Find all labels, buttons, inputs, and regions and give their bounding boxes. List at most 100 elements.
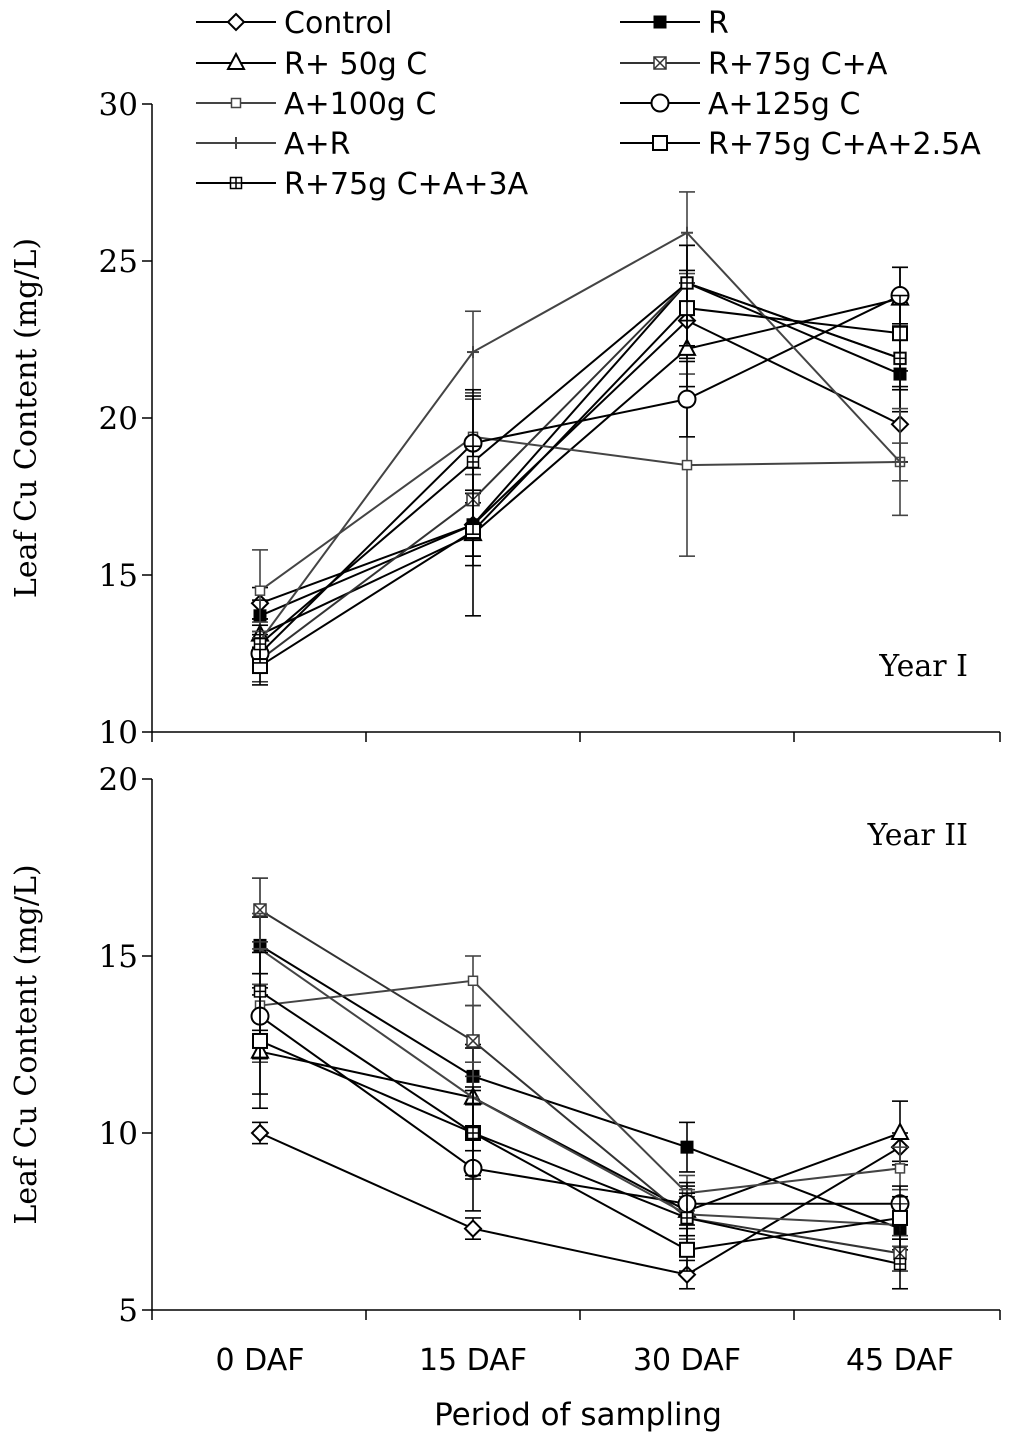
legend-item: R+75g C+A [620,47,888,82]
data-point [677,389,697,409]
series-line [259,1050,901,1212]
legend-item: R+ 50g C [196,47,427,82]
series-control [250,1121,910,1290]
y-axis-label: Leaf Cu Content (mg/L) [9,864,44,1224]
series-r-50g-c [250,994,910,1237]
series-line [259,435,901,592]
y-tick-label: 20 [99,762,138,798]
legend-label: R [708,6,729,41]
data-point [894,1163,906,1174]
legend-marker [652,135,668,151]
legend-item: R [620,6,729,41]
series-line [259,990,901,1265]
data-point [680,1211,694,1225]
series-line [259,909,901,1255]
panel-annotation: Year II [867,818,968,853]
legend-item: R+75g C+A+3A [196,167,529,202]
legend-item: A+R [196,127,351,162]
series-line [259,294,901,655]
legend: Control R R+ 50g C R+75g C+A A+100g C A+125g … [196,6,981,202]
legend-marker [230,137,242,149]
x-tick-label: 30 DAF [633,1343,741,1378]
legend-marker [226,12,246,32]
data-point [467,346,479,359]
data-point [680,276,694,290]
series-line [259,944,901,1230]
series-a-125g-c [250,266,910,674]
x-tick-label: 0 DAF [216,1343,305,1378]
panel-annotation: Year I [878,649,968,684]
data-point [893,1257,907,1271]
legend-item: Control [196,6,392,41]
x-tick-label: 45 DAF [846,1343,954,1378]
series-line [259,281,901,661]
series-line [259,1015,900,1205]
data-point [254,585,266,596]
series-r [252,244,908,633]
legend-item: A+125g C [620,87,860,122]
legend-label: Control [284,6,392,41]
series-line [259,297,901,636]
series-line [259,979,901,1195]
series-a-r [252,191,908,661]
data-point [252,1032,268,1049]
y-tick-label: 20 [99,401,138,437]
series-r-75g-c-a-3a [252,244,908,664]
series-line [259,281,901,617]
series-line [259,1040,901,1251]
x-axis-label: Period of sampling [434,1397,722,1433]
data-point [466,1126,480,1140]
data-point [677,337,697,356]
data-point [250,1123,270,1143]
data-point [894,455,906,468]
series-r-75g-c-a-3a [252,951,908,1290]
data-point [890,1121,910,1140]
legend-item: R+75g C+A+2.5A [620,127,981,162]
data-point [892,1209,908,1226]
legend-label: A+R [284,127,351,162]
series-line [259,948,901,1227]
data-point [466,1034,480,1048]
y-tick-label: 10 [99,1116,138,1152]
legend-marker [226,51,246,70]
series-r-75g-c-a-2-5a [252,269,908,686]
data-point [681,459,693,471]
legend-label: R+75g C+A+2.5A [708,127,981,162]
data-point [681,226,693,239]
panel-1: 10 15 20 25 30 Leaf Cu Content (mg/L) Year I [9,87,1001,751]
y-tick-label: 15 [99,939,138,975]
y-tick-label: 10 [99,715,138,751]
data-point [466,455,480,469]
legend-marker [653,56,667,70]
legend-label: A+100g C [284,87,436,122]
legend-item: A+100g C [196,87,436,122]
data-point [253,637,267,651]
legend-label: R+ 50g C [284,47,427,82]
legend-label: R+75g C+A+3A [284,167,529,202]
series-line [259,319,901,605]
legend-marker [650,93,670,113]
legend-marker [653,15,667,29]
data-point [467,975,479,987]
y-tick-label: 30 [99,87,138,123]
y-axis-label: Leaf Cu Content (mg/L) [9,238,44,598]
y-tick-label: 25 [99,244,138,280]
data-point [893,352,907,365]
legend-marker [229,176,243,190]
data-point [253,985,267,998]
series-line [259,281,901,645]
series-r-75g-c-a [252,877,908,1272]
panel-2: 5 10 15 20 Leaf Cu Content (mg/L) Year II 0 DA… [9,762,1001,1433]
legend-marker [230,97,242,109]
y-tick-label: 15 [99,558,138,594]
y-tick-label: 5 [118,1293,138,1329]
x-tick-label: 15 DAF [419,1343,527,1378]
data-point [679,1241,695,1258]
series-line [259,307,901,667]
series-r [252,916,908,1251]
legend-label: R+75g C+A [708,47,888,82]
legend-label: A+125g C [708,87,860,122]
series-line [259,231,901,642]
